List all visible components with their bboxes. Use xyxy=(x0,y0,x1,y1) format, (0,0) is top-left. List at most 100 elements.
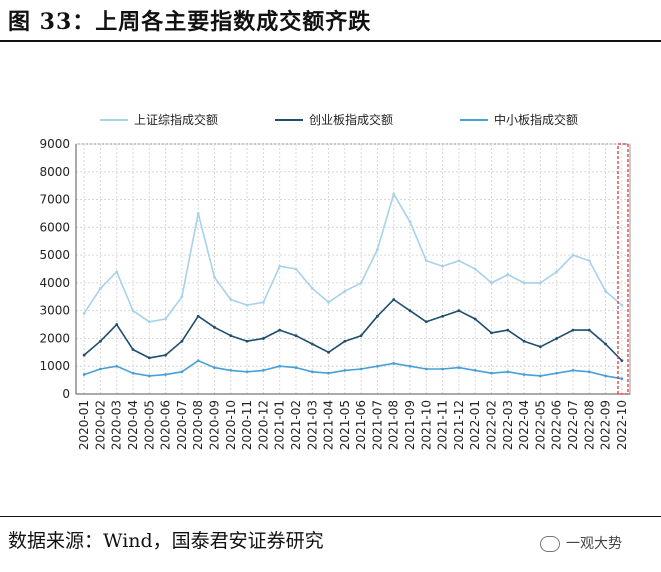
data-point xyxy=(408,309,412,313)
data-point xyxy=(522,339,526,343)
data-point xyxy=(245,339,249,343)
series-layer xyxy=(82,192,624,381)
x-tick-label: 2022-05 xyxy=(533,400,547,450)
data-point xyxy=(538,281,542,285)
x-tick-label: 2020-10 xyxy=(224,400,238,450)
data-point xyxy=(164,353,168,357)
y-tick-label: 7000 xyxy=(39,193,70,207)
series-line xyxy=(83,359,623,380)
data-point xyxy=(180,339,184,343)
x-tick-label: 2021-12 xyxy=(452,400,466,450)
chart-legend: 上证综指成交额 创业板指成交额 中小板指成交额 xyxy=(100,112,578,127)
data-point xyxy=(310,370,314,374)
y-tick-label: 0 xyxy=(62,387,70,401)
x-tick-label: 2021-11 xyxy=(436,400,450,450)
data-point xyxy=(587,370,591,374)
data-point xyxy=(327,371,330,375)
watermark-text: 一观大势 xyxy=(566,536,622,552)
title-rule xyxy=(0,40,661,42)
data-point xyxy=(343,339,347,343)
legend-label: 上证综指成交额 xyxy=(134,112,218,127)
data-point xyxy=(213,366,216,370)
data-point xyxy=(490,281,493,285)
data-point xyxy=(555,270,559,274)
data-point xyxy=(457,309,461,313)
data-point xyxy=(392,192,396,196)
data-point xyxy=(376,364,379,368)
data-point xyxy=(196,359,200,363)
x-tick-label: 2021-05 xyxy=(338,400,352,450)
data-point xyxy=(473,267,477,271)
data-point xyxy=(278,364,282,368)
data-point xyxy=(522,281,526,285)
data-point xyxy=(261,337,265,340)
data-point xyxy=(229,334,233,338)
data-point xyxy=(359,281,363,285)
data-point xyxy=(180,295,184,299)
x-tick-label: 2021-10 xyxy=(419,400,433,450)
data-point xyxy=(180,370,184,374)
data-point xyxy=(587,328,591,332)
x-tick-label: 2020-12 xyxy=(256,400,270,450)
data-point xyxy=(147,356,151,360)
data-point xyxy=(457,366,461,370)
line-chart: 上证综指成交额 创业板指成交额 中小板指成交额 0 1000 2000 3000 4000 5… xyxy=(39,112,631,450)
data-point xyxy=(131,309,135,313)
data-point xyxy=(196,212,200,215)
x-tick-label: 2021-09 xyxy=(403,400,417,450)
source-rule xyxy=(0,516,661,517)
x-tick-label: 2021-07 xyxy=(370,400,384,450)
x-tick-label: 2022-08 xyxy=(582,400,596,450)
data-point xyxy=(327,350,330,354)
data-point xyxy=(147,374,151,378)
data-point xyxy=(245,370,249,374)
y-tick-label: 4000 xyxy=(39,276,70,290)
x-tick-label: 2020-02 xyxy=(93,400,107,450)
data-point xyxy=(164,373,168,376)
data-point xyxy=(147,320,151,324)
data-point xyxy=(131,348,135,351)
data-point xyxy=(213,325,216,329)
series-line xyxy=(83,193,623,323)
x-tick-label: 2020-06 xyxy=(159,400,173,450)
data-point xyxy=(506,273,510,276)
data-point xyxy=(99,367,102,371)
data-point xyxy=(278,264,282,268)
data-point xyxy=(392,298,396,301)
data-point xyxy=(441,314,445,318)
data-point xyxy=(587,259,591,263)
data-point xyxy=(376,314,379,318)
data-point xyxy=(310,287,314,290)
data-point xyxy=(99,287,102,290)
data-point xyxy=(490,371,493,375)
data-point xyxy=(261,368,265,372)
x-tick-label: 2022-06 xyxy=(550,400,564,450)
y-tick-label: 2000 xyxy=(39,331,70,345)
data-point xyxy=(604,374,607,378)
data-point xyxy=(343,368,347,372)
data-point xyxy=(327,300,330,304)
watermark: 一观大势 xyxy=(540,533,622,553)
data-point xyxy=(359,334,363,338)
x-tick-label: 2020-07 xyxy=(175,400,189,450)
x-tick-label: 2021-04 xyxy=(322,400,336,450)
y-tick-label: 9000 xyxy=(39,137,70,151)
x-tick-label: 2022-10 xyxy=(615,400,629,450)
x-tick-label: 2021-01 xyxy=(273,400,287,450)
figure-title: 图 33：上周各主要指数成交额齐跌 xyxy=(8,9,372,35)
data-point xyxy=(506,370,510,374)
data-point xyxy=(278,328,282,332)
data-point xyxy=(310,342,314,346)
data-point xyxy=(82,373,86,376)
data-point xyxy=(571,328,575,332)
data-point xyxy=(82,353,86,357)
data-point xyxy=(164,317,168,321)
y-tick-label: 8000 xyxy=(39,165,70,179)
y-tick-label: 3000 xyxy=(39,304,70,318)
x-tick-label: 2022-09 xyxy=(599,400,613,450)
data-point xyxy=(538,374,542,378)
x-tick-label: 2020-09 xyxy=(208,400,222,450)
series-3 xyxy=(82,359,624,381)
data-point xyxy=(99,339,102,343)
data-point xyxy=(473,317,477,321)
